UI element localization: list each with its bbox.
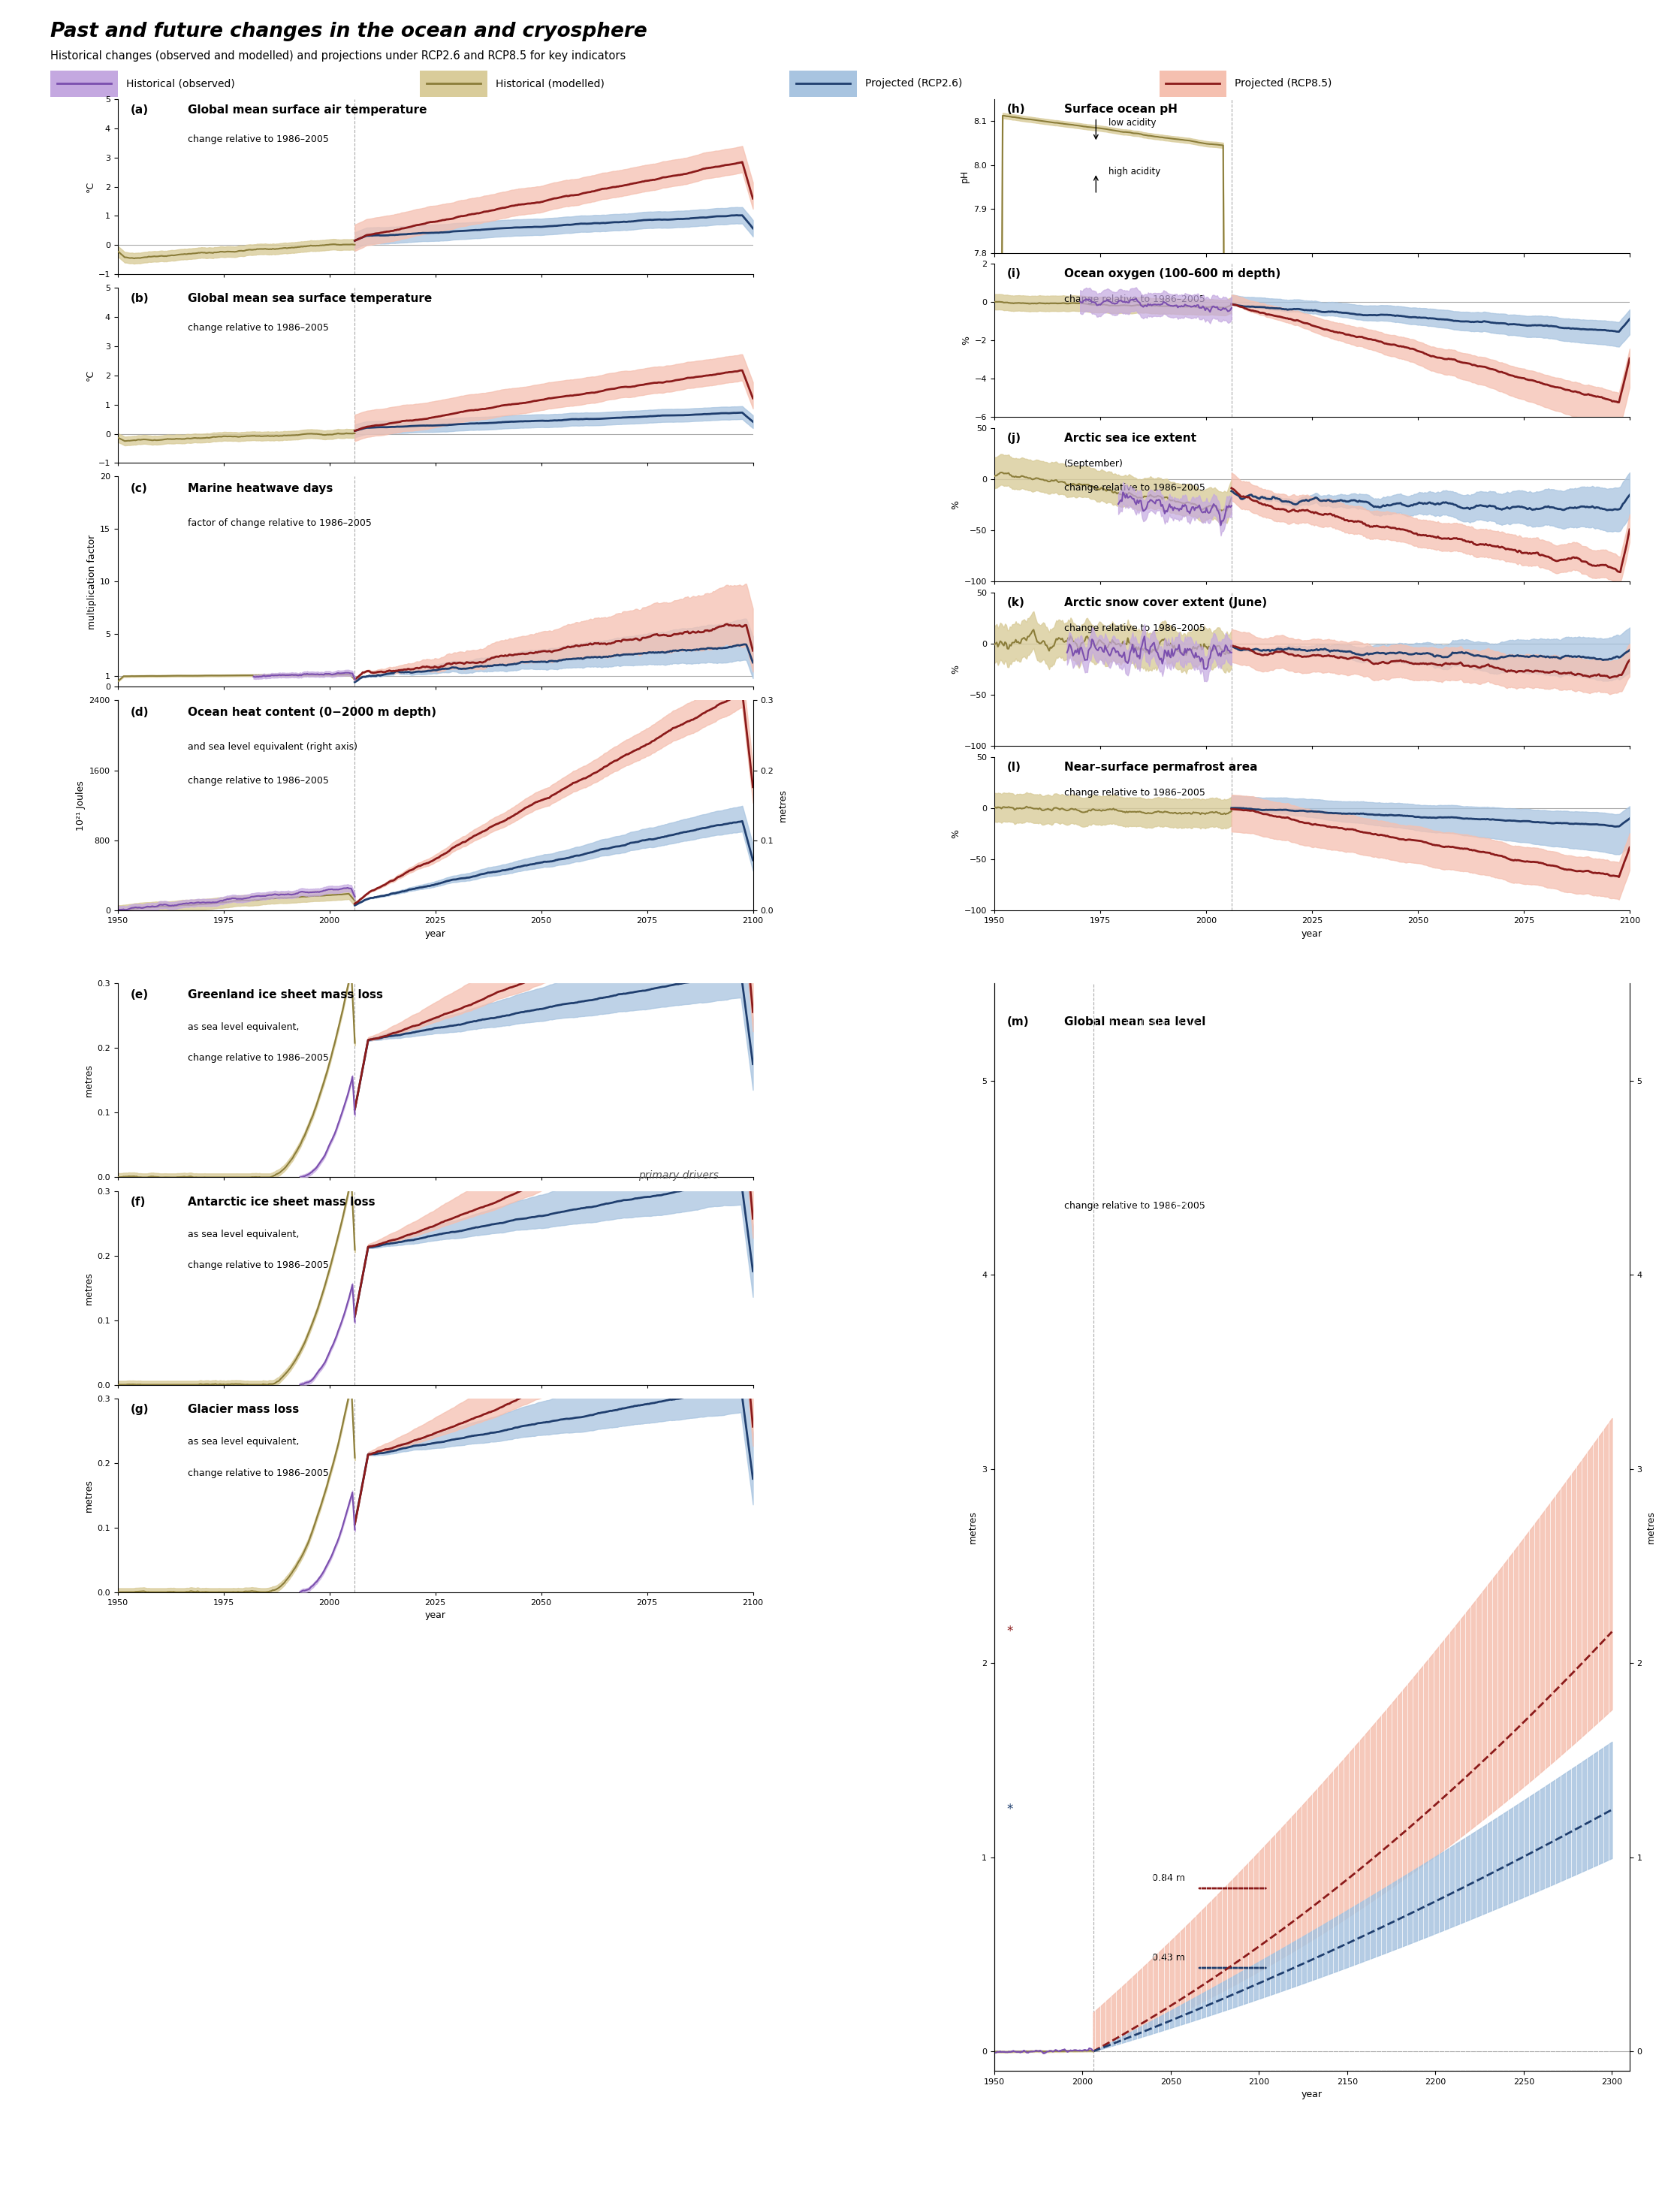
- X-axis label: year: year: [425, 930, 445, 938]
- Text: (September): (September): [1063, 458, 1124, 469]
- Text: 0.43 m: 0.43 m: [1152, 1952, 1184, 1963]
- Y-axis label: %: %: [961, 335, 971, 346]
- Text: Near–surface permafrost area: Near–surface permafrost area: [1063, 762, 1258, 773]
- Y-axis label: pH: pH: [959, 170, 969, 183]
- Text: *: *: [1006, 1626, 1013, 1639]
- Text: Greenland ice sheet mass loss: Greenland ice sheet mass loss: [188, 989, 383, 1000]
- Text: change relative to 1986–2005: change relative to 1986–2005: [188, 1053, 329, 1064]
- Text: Past and future changes in the ocean and cryosphere: Past and future changes in the ocean and…: [50, 22, 647, 42]
- Y-axis label: 10²¹ Joules: 10²¹ Joules: [76, 780, 86, 831]
- Text: Surface ocean pH: Surface ocean pH: [1063, 104, 1178, 115]
- Text: Historical changes (observed and modelled) and projections under RCP2.6 and RCP8: Historical changes (observed and modelle…: [50, 51, 627, 62]
- Y-axis label: %: %: [951, 665, 961, 674]
- Text: Arctic sea ice extent: Arctic sea ice extent: [1063, 432, 1196, 443]
- Y-axis label: metres: metres: [84, 1064, 94, 1097]
- X-axis label: year: year: [1302, 930, 1322, 938]
- X-axis label: year: year: [1302, 2091, 1322, 2099]
- Text: (d): (d): [131, 707, 150, 718]
- Text: (e): (e): [131, 989, 148, 1000]
- Text: change relative to 1986–2005: change relative to 1986–2005: [1063, 295, 1205, 304]
- Text: as sea level equivalent,: as sea level equivalent,: [188, 1022, 299, 1031]
- Text: factor of change relative to 1986–2005: factor of change relative to 1986–2005: [188, 518, 371, 529]
- Text: change relative to 1986–2005: change relative to 1986–2005: [188, 1260, 329, 1271]
- Text: change relative to 1986–2005: change relative to 1986–2005: [1063, 789, 1205, 797]
- Text: (g): (g): [131, 1403, 150, 1414]
- Text: (b): (b): [131, 293, 150, 304]
- Text: (m): (m): [1006, 1016, 1030, 1027]
- Text: (i): (i): [1006, 269, 1021, 280]
- Text: primary drivers: primary drivers: [638, 1170, 719, 1181]
- Text: (j): (j): [1006, 432, 1021, 443]
- Text: Ocean heat content (0−2000 m depth): Ocean heat content (0−2000 m depth): [188, 707, 437, 718]
- Y-axis label: %: %: [951, 828, 961, 837]
- Text: Historical (modelled): Historical (modelled): [496, 79, 605, 88]
- Text: (h): (h): [1006, 104, 1025, 115]
- Y-axis label: metres: metres: [968, 1511, 978, 1544]
- Text: Antarctic ice sheet mass loss: Antarctic ice sheet mass loss: [188, 1196, 375, 1207]
- Text: and sea level equivalent (right axis): and sea level equivalent (right axis): [188, 742, 358, 751]
- Text: Global mean surface air temperature: Global mean surface air temperature: [188, 104, 427, 117]
- Text: as sea level equivalent,: as sea level equivalent,: [188, 1229, 299, 1240]
- Text: change relative to 1986–2005: change relative to 1986–2005: [188, 324, 329, 333]
- Text: (l): (l): [1006, 762, 1021, 773]
- Text: change relative to 1986–2005: change relative to 1986–2005: [1063, 1201, 1205, 1212]
- Text: (f): (f): [131, 1196, 146, 1207]
- Text: 0.84 m: 0.84 m: [1152, 1873, 1184, 1884]
- Y-axis label: metres: metres: [84, 1271, 94, 1304]
- Text: Projected (RCP2.6): Projected (RCP2.6): [865, 79, 963, 88]
- Text: Global mean sea level: Global mean sea level: [1063, 1016, 1206, 1027]
- Text: high acidity: high acidity: [1109, 167, 1161, 176]
- Y-axis label: metres: metres: [778, 789, 788, 822]
- Text: Marine heatwave days: Marine heatwave days: [188, 482, 333, 493]
- X-axis label: year: year: [425, 1610, 445, 1621]
- Y-axis label: %: %: [951, 500, 961, 509]
- Y-axis label: °C: °C: [86, 370, 94, 381]
- Text: change relative to 1986–2005: change relative to 1986–2005: [188, 134, 329, 143]
- Text: change relative to 1986–2005: change relative to 1986–2005: [188, 775, 329, 786]
- Text: Glacier mass loss: Glacier mass loss: [188, 1403, 299, 1414]
- Text: Global mean sea surface temperature: Global mean sea surface temperature: [188, 293, 432, 304]
- Text: Historical (observed): Historical (observed): [126, 79, 235, 88]
- Y-axis label: multiplication factor: multiplication factor: [87, 535, 96, 630]
- Y-axis label: metres: metres: [1646, 1511, 1656, 1544]
- Text: change relative to 1986–2005: change relative to 1986–2005: [1063, 482, 1205, 493]
- Text: change relative to 1986–2005: change relative to 1986–2005: [188, 1467, 329, 1478]
- Text: *: *: [1006, 1802, 1013, 1817]
- Text: (a): (a): [131, 104, 148, 117]
- Text: Projected (RCP8.5): Projected (RCP8.5): [1235, 79, 1332, 88]
- Text: Ocean oxygen (100–600 m depth): Ocean oxygen (100–600 m depth): [1063, 269, 1280, 280]
- Y-axis label: metres: metres: [84, 1478, 94, 1511]
- Text: low acidity: low acidity: [1109, 117, 1156, 128]
- Y-axis label: °C: °C: [86, 181, 94, 192]
- Text: as sea level equivalent,: as sea level equivalent,: [188, 1436, 299, 1447]
- Text: (c): (c): [131, 482, 148, 493]
- Text: change relative to 1986–2005: change relative to 1986–2005: [1063, 623, 1205, 632]
- Text: (k): (k): [1006, 597, 1025, 608]
- Text: Arctic snow cover extent (June): Arctic snow cover extent (June): [1063, 597, 1267, 608]
